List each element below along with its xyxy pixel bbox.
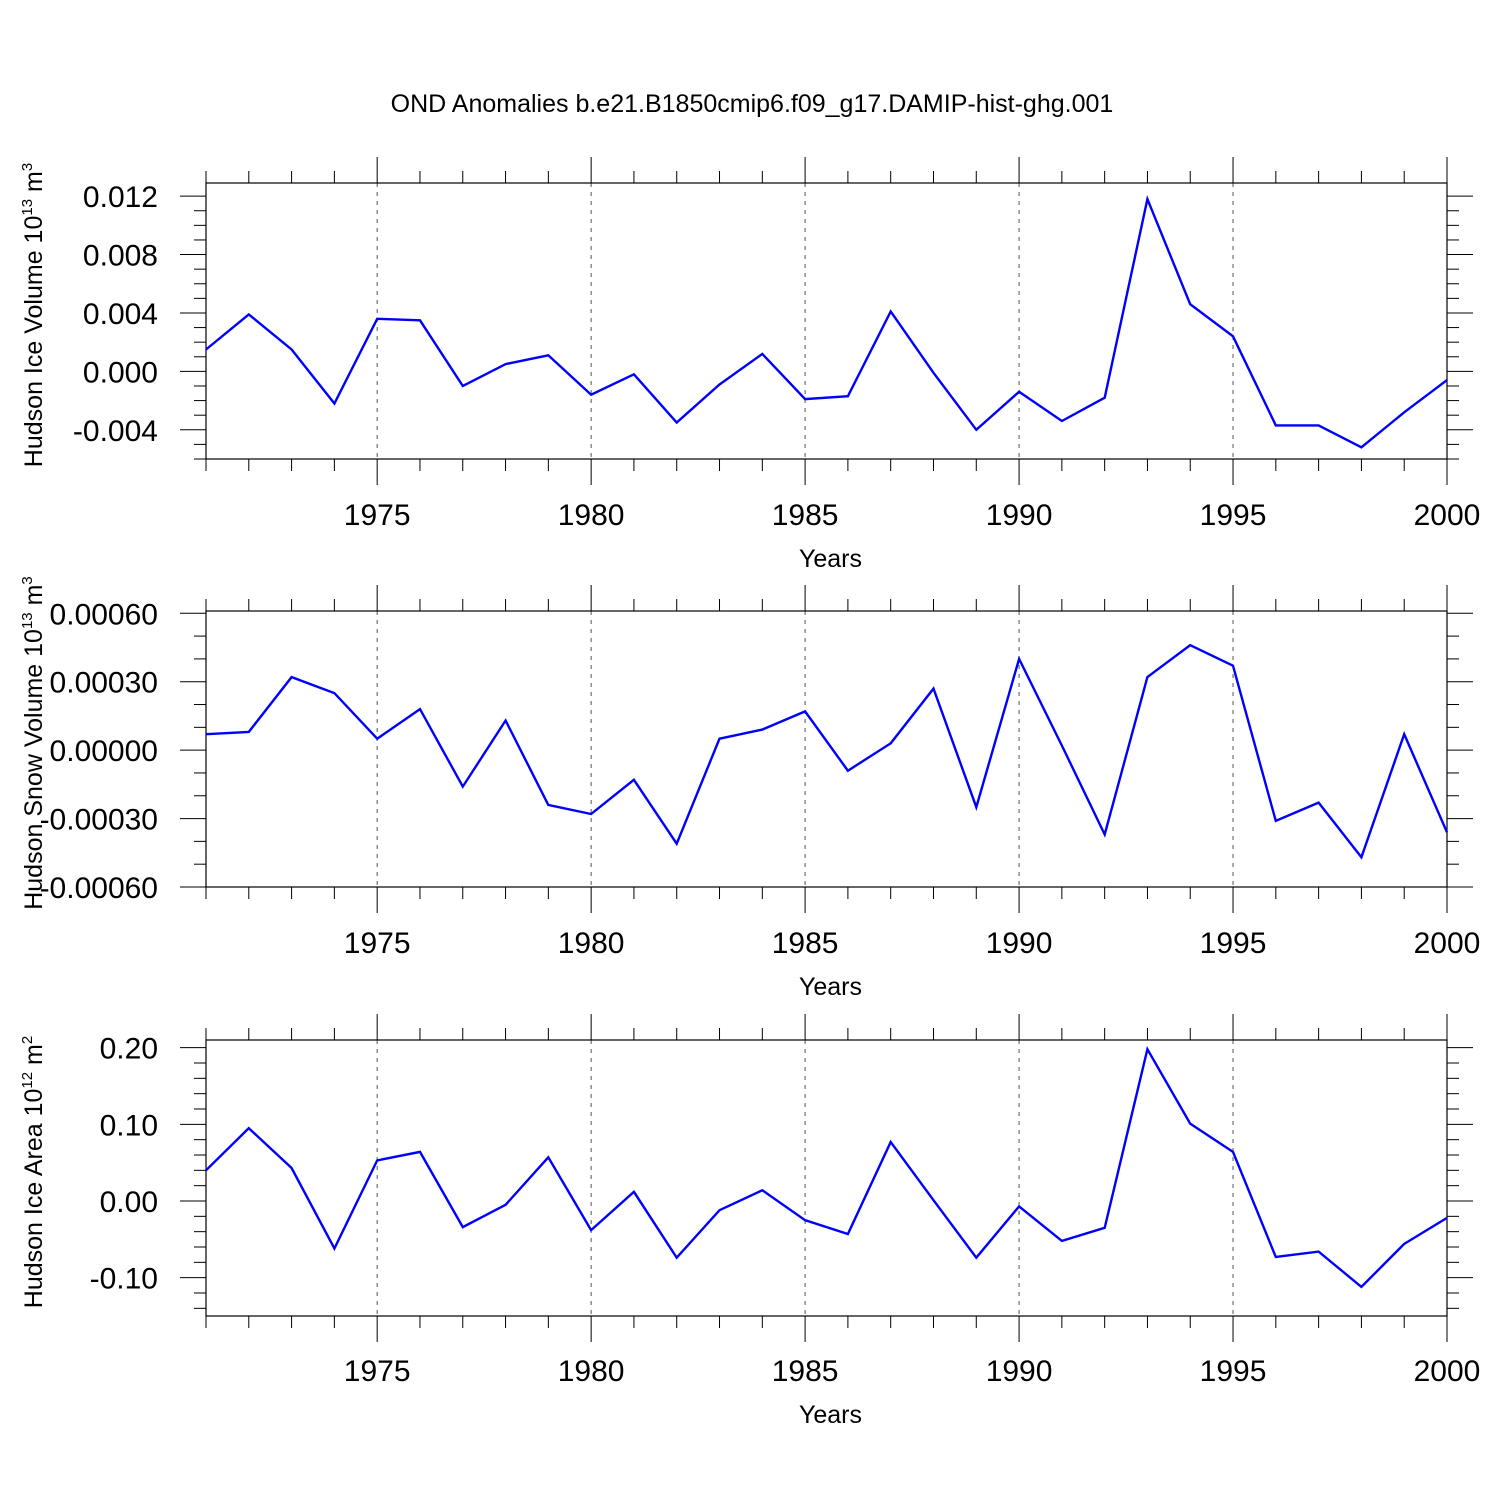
y-tick-label: -0.004 [73, 415, 158, 448]
y-axis-title: Hudson Snow Volume 1013 m3 [19, 576, 48, 910]
chart-title: OND Anomalies b.e21.B1850cmip6.f09_g17.D… [391, 90, 1114, 118]
plot-frame [205, 610, 1448, 888]
x-axis-title: Years [799, 973, 862, 1001]
y-tick-label: -0.10 [90, 1263, 158, 1296]
y-tick-label: 0.20 [100, 1033, 158, 1066]
x-tick-label: 1995 [1200, 1355, 1267, 1388]
x-tick-label: 1990 [986, 1355, 1053, 1388]
y-axis-title: Hudson Ice Area 1012 m2 [19, 1036, 48, 1308]
x-axis-title: Years [799, 1401, 862, 1429]
series-line [205, 643, 1449, 860]
y-tick-label: 0.012 [83, 181, 158, 214]
x-tick-label: 2000 [1414, 1355, 1481, 1388]
x-tick-label: 1985 [772, 1355, 839, 1388]
series-line [205, 1045, 1448, 1289]
x-tick-label: 1985 [772, 927, 839, 960]
x-tick-label: 1990 [986, 499, 1053, 532]
panel-3: -0.10 0.00 0.10 0.20 1975 1980 1985 1990 1995 200… [19, 1014, 1480, 1429]
x-tick-label: 1980 [558, 1355, 625, 1388]
y-axis-title: Hudson Ice Volume 1013 m3 [19, 163, 48, 467]
x-tick-label: 1980 [558, 927, 625, 960]
x-tick-label: 1975 [344, 499, 411, 532]
x-axis-title: Years [799, 545, 862, 573]
x-tick-label: 1980 [558, 499, 625, 532]
y-tick-label: -0.00060 [40, 872, 158, 905]
x-tick-label: 2000 [1414, 499, 1481, 532]
x-tick-label: 2000 [1414, 927, 1481, 960]
x-tick-label: 1985 [772, 499, 839, 532]
y-tick-label: 0.00030 [50, 667, 158, 700]
y-tick-label: 0.00000 [50, 735, 158, 768]
y-tick-label: 0.000 [83, 356, 158, 389]
series-line [205, 195, 1448, 449]
plot-frame [205, 1039, 1448, 1317]
y-tick-label: -0.00030 [40, 804, 158, 837]
y-tick-label: 0.008 [83, 240, 158, 273]
panel-2: -0.00060 -0.00030 0.00000 0.00030 0.00060 197… [19, 576, 1480, 1001]
plot-frame [205, 182, 1448, 460]
panel-1: -0.004 0.000 0.004 0.008 0.012 1975 1980 1985 19… [19, 157, 1480, 573]
y-tick-label: 0.00060 [50, 598, 158, 631]
y-tick-label: 0.00 [100, 1186, 158, 1219]
x-tick-label: 1975 [344, 927, 411, 960]
y-tick-label: 0.10 [100, 1109, 158, 1142]
x-tick-label: 1975 [344, 1355, 411, 1388]
y-tick-label: 0.004 [83, 298, 158, 331]
x-tick-label: 1995 [1200, 499, 1267, 532]
x-tick-label: 1995 [1200, 927, 1267, 960]
x-tick-label: 1990 [986, 927, 1053, 960]
